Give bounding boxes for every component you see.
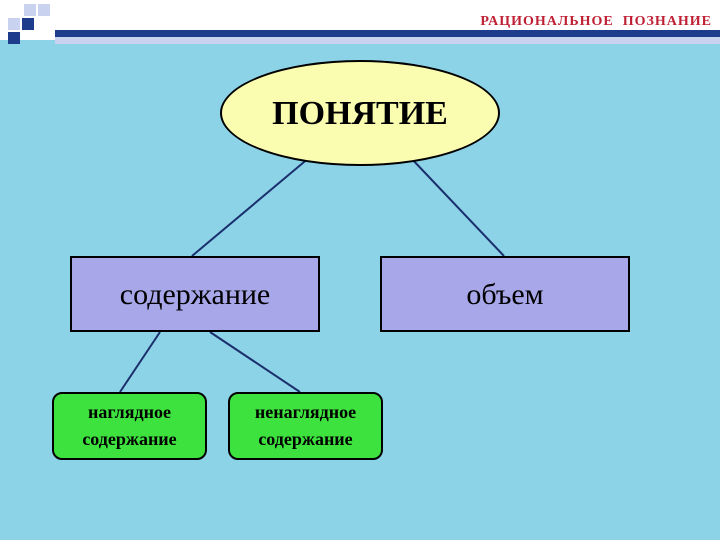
- node-label: содержание: [258, 426, 352, 453]
- logo-sq: [38, 4, 50, 16]
- logo-sq: [24, 4, 36, 16]
- node-label: наглядное: [88, 399, 171, 426]
- connector: [120, 332, 160, 392]
- node-root: ПОНЯТИЕ: [220, 60, 500, 166]
- node-label: ненаглядное: [255, 399, 356, 426]
- slide: РАЦИОНАЛЬНОЕ ПОЗНАНИЕ ПОНЯТИЕ содержание о…: [0, 0, 720, 540]
- header-title: РАЦИОНАЛЬНОЕ ПОЗНАНИЕ: [480, 14, 712, 30]
- connector: [410, 157, 504, 256]
- diagram-canvas: ПОНЯТИЕсодержаниеобъемнаглядноесодержани…: [0, 40, 720, 540]
- connector: [210, 332, 300, 392]
- node-nonvisual: ненаглядноесодержание: [228, 392, 383, 460]
- connector: [192, 157, 310, 256]
- node-label: содержание: [120, 272, 271, 317]
- node-label: объем: [466, 272, 543, 317]
- logo-sq: [22, 18, 34, 30]
- logo-sq: [8, 18, 20, 30]
- node-content: содержание: [70, 256, 320, 332]
- node-volume: объем: [380, 256, 630, 332]
- header-band-dark: [55, 30, 720, 37]
- node-label: содержание: [82, 426, 176, 453]
- node-label: ПОНЯТИЕ: [272, 88, 448, 139]
- node-visual: наглядноесодержание: [52, 392, 207, 460]
